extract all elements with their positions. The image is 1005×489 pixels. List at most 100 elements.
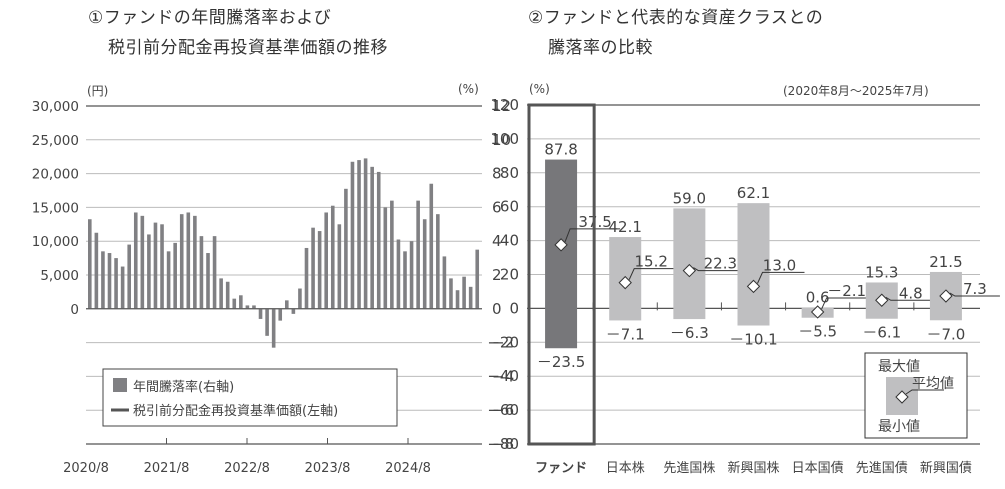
category-label: 新興国債	[920, 460, 972, 476]
comparison-axis-unit: (%)	[529, 82, 550, 96]
right-y-tick-label: −80	[487, 435, 519, 453]
min-value-label: －6.3	[670, 324, 709, 342]
annual-return-bar	[212, 236, 217, 309]
average-leader-line	[564, 228, 621, 243]
max-value-label: 59.0	[673, 189, 706, 207]
right-axis-tick-label: −4	[492, 367, 514, 385]
average-leader-line	[821, 297, 872, 310]
annual-return-bar	[324, 212, 328, 309]
annual-return-bar	[225, 281, 230, 309]
left-legend-box	[102, 368, 398, 427]
category-label: ファンド	[535, 461, 587, 476]
right-y-tick-label: 60	[500, 198, 519, 216]
annual-return-bar	[252, 305, 256, 309]
annual-return-bar	[199, 236, 204, 309]
average-leader-line	[885, 296, 936, 301]
annual-return-bar	[278, 308, 283, 321]
annual-return-bar	[147, 234, 151, 309]
annual-return-bar	[133, 212, 138, 309]
annual-return-bar	[173, 242, 177, 309]
annual-return-bar	[127, 244, 131, 309]
annual-return-bar	[160, 224, 164, 309]
right-axis-tick-label: −6	[492, 401, 514, 419]
range-bar-3	[737, 203, 770, 326]
legend-leader-line	[905, 389, 944, 395]
average-marker	[554, 238, 568, 252]
annual-return-bar	[363, 158, 368, 309]
annual-return-bar	[429, 183, 434, 309]
annual-return-bar	[271, 308, 276, 348]
annual-return-bar	[101, 251, 105, 309]
annual-return-bar	[350, 161, 355, 309]
left-axis-tick-label: 25,000	[32, 133, 79, 149]
x-tick-label: 2021/8	[144, 461, 190, 476]
right-y-tick-label: 40	[500, 232, 519, 250]
left-axis-tick-label: 5,000	[40, 268, 79, 284]
fund-highlight-frame	[527, 103, 596, 446]
annual-return-bar	[94, 232, 99, 309]
annual-return-bar	[403, 251, 407, 309]
right-axis-tick-label: 4	[492, 232, 502, 250]
annual-return-bar	[258, 308, 263, 319]
right-axis-tick-label: 8	[492, 165, 502, 183]
annual-return-bar	[206, 253, 210, 309]
left-axis-tick-label: 20,000	[32, 167, 79, 183]
annual-return-bar	[114, 258, 118, 309]
average-value-label: 22.3	[704, 255, 737, 273]
annual-return-bar	[265, 308, 269, 336]
range-bar-2	[673, 208, 706, 320]
min-value-label: －10.1	[729, 331, 777, 349]
max-value-label: 87.8	[544, 141, 577, 159]
annual-return-bar	[357, 160, 361, 309]
right-chart-title-line1: ②ファンドと代表的な資産クラスとの	[528, 8, 824, 28]
annual-return-bar	[285, 300, 289, 309]
annual-return-bar	[245, 305, 250, 309]
average-marker	[682, 263, 697, 278]
annual-return-bar	[232, 298, 237, 309]
period-label: (2020年8月～2025年7月)	[783, 84, 929, 98]
average-value-label: 7.3	[963, 280, 987, 298]
category-label: 日本株	[606, 461, 645, 476]
annual-return-bar	[442, 256, 447, 309]
legend-min-label: 最小値	[878, 419, 920, 435]
right-axis-tick-label: 10	[492, 131, 511, 149]
right-axis-unit: (%)	[458, 82, 479, 96]
right-y-tick-label: 100	[490, 130, 519, 148]
annual-return-bar	[219, 278, 223, 309]
annual-return-bar	[468, 286, 473, 309]
annual-return-bar	[449, 278, 453, 309]
annual-return-bar	[475, 249, 480, 309]
annual-return-bar	[291, 308, 296, 314]
min-value-label: －6.1	[862, 324, 901, 342]
min-value-label: －5.5	[798, 323, 837, 341]
average-value-label: 15.2	[635, 253, 668, 271]
right-y-tick-label: −20	[487, 333, 519, 351]
right-axis-tick-label: −2	[492, 334, 514, 352]
left-axis-tick-label: 10,000	[32, 234, 79, 250]
annual-return-bar	[390, 200, 394, 309]
annual-return-bar	[140, 215, 145, 309]
right-axis-tick-label: 0	[492, 300, 502, 318]
x-tick-label: 2024/8	[385, 461, 431, 476]
average-marker	[875, 293, 889, 307]
left-chart-title-line2: 税引前分配金再投資基準価額の推移	[108, 38, 388, 58]
left-axis-tick-label: 0	[70, 302, 79, 318]
min-value-label: －23.5	[537, 353, 585, 371]
annual-return-bar	[239, 295, 243, 309]
annual-return-bar	[153, 222, 158, 309]
average-value-label: 4.8	[899, 284, 923, 302]
annual-return-bar	[311, 227, 315, 309]
right-axis-tick-label: 6	[492, 198, 502, 216]
right-y-tick-label: 80	[500, 164, 519, 182]
average-value-label: 13.0	[763, 256, 796, 274]
annual-return-bar	[376, 171, 381, 309]
annual-return-bar	[179, 214, 184, 309]
x-tick-label: 2020/8	[63, 461, 109, 476]
category-label: 日本国債	[792, 461, 844, 476]
annual-return-bar	[88, 219, 92, 309]
max-value-label: 0.6	[806, 288, 830, 306]
x-tick-label: 2023/8	[305, 461, 351, 476]
max-value-label: 62.1	[737, 184, 770, 202]
annual-return-bar	[436, 214, 440, 309]
left-axis-tick-label: 15,000	[32, 200, 79, 216]
